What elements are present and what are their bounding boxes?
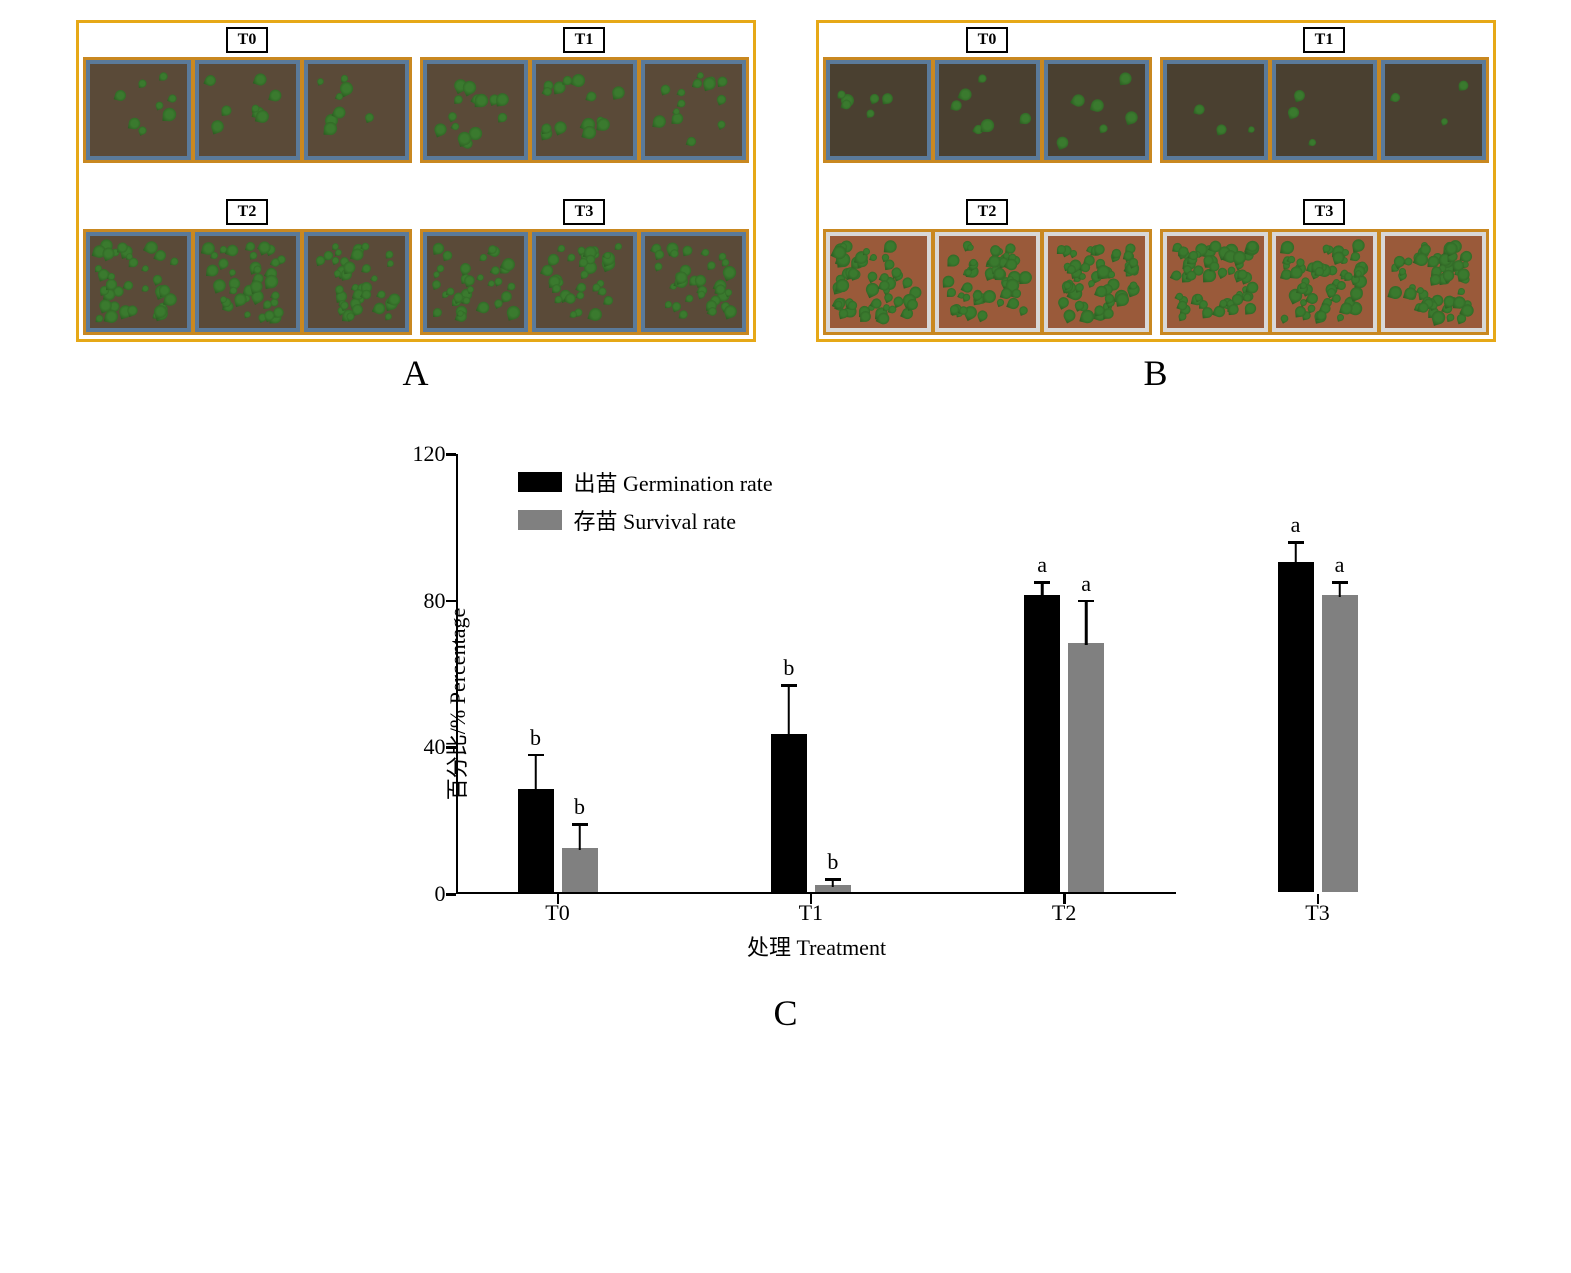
seedling-tray [1163,232,1268,332]
chart-legend: 出苗 Germination rate 存苗 Survival rate [518,466,773,542]
seedling-tray [935,60,1040,160]
significance-letter: a [1037,552,1047,578]
x-tick-label: T1 [799,900,823,926]
seedling-tray [826,60,931,160]
y-tick-label: 0 [435,881,446,907]
bar [518,789,554,892]
seedling-tray [1272,232,1377,332]
x-tick-label: T2 [1052,900,1076,926]
treatment-label: T0 [226,27,269,53]
treatment-label: T0 [966,27,1009,53]
treatment-label: T1 [1303,27,1346,53]
bar [1068,643,1104,892]
panel-b: T0 T1 T2 T3 [816,20,1496,342]
x-tick-label: T0 [545,900,569,926]
seedling-tray [641,60,746,160]
seedling-tray [86,232,191,332]
legend-swatch [518,510,562,530]
bar [1024,595,1060,892]
y-axis-label: 百分比/% Percentage [440,608,472,800]
seedling-tray [1044,232,1149,332]
significance-letter: b [574,794,585,820]
significance-letter: a [1291,512,1301,538]
seedling-tray [641,232,746,332]
significance-letter: b [783,655,794,681]
seedling-tray [826,232,931,332]
seedling-tray [935,232,1040,332]
seedling-tray [195,232,300,332]
seedling-tray [304,60,409,160]
treatment-label: T1 [563,27,606,53]
seedling-tray [532,232,637,332]
legend-label: 存苗 Survival rate [574,504,737,536]
seedling-tray [304,232,409,332]
seedling-tray [1272,60,1377,160]
treatment-label: T2 [226,199,269,225]
panel-letter-c: C [773,992,797,1034]
treatment-label: T3 [563,199,606,225]
seedling-tray [195,60,300,160]
significance-letter: a [1335,552,1345,578]
seedling-tray [1381,232,1486,332]
seedling-tray [1381,60,1486,160]
y-tick-label: 120 [413,441,446,467]
seedling-tray [532,60,637,160]
seedling-tray [423,60,528,160]
bar [771,734,807,892]
treatment-label: T3 [1303,199,1346,225]
seedling-tray [1044,60,1149,160]
x-tick-label: T3 [1305,900,1329,926]
bar [562,848,598,892]
significance-letter: b [530,725,541,751]
legend-label: 出苗 Germination rate [574,466,773,498]
legend-swatch [518,472,562,492]
panel-letter-a: A [403,353,429,393]
significance-letter: a [1081,571,1091,597]
significance-letter: b [827,849,838,875]
panel-a: T0 T1 T2 T3 [76,20,756,342]
seedling-tray [1163,60,1268,160]
bar [1278,562,1314,892]
bar [1322,595,1358,892]
treatment-label: T2 [966,199,1009,225]
panel-letter-b: B [1143,353,1167,393]
seedling-tray [423,232,528,332]
bar-chart: 出苗 Germination rate存苗 Survival rate 0408… [336,424,1236,984]
x-axis-label: 处理 Treatment [747,930,886,962]
seedling-tray [86,60,191,160]
